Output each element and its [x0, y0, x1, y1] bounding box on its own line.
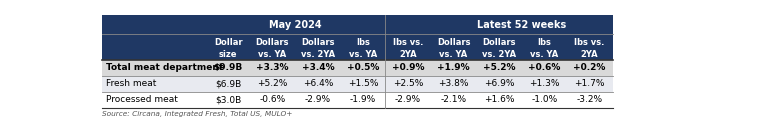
Text: Source: Circana, Integrated Fresh, Total US, MULO+: Source: Circana, Integrated Fresh, Total…	[102, 111, 292, 117]
Text: Dollars: Dollars	[483, 38, 516, 47]
Text: -0.6%: -0.6%	[259, 95, 285, 104]
Text: Dollars: Dollars	[301, 38, 335, 47]
Text: +3.4%: +3.4%	[302, 63, 334, 72]
Text: -2.9%: -2.9%	[305, 95, 331, 104]
Text: May 2024: May 2024	[269, 20, 322, 30]
Text: lbs vs.: lbs vs.	[392, 38, 423, 47]
Text: lbs: lbs	[356, 38, 370, 47]
Text: 2YA: 2YA	[399, 50, 417, 59]
Text: +3.3%: +3.3%	[256, 63, 289, 72]
Text: +1.7%: +1.7%	[574, 79, 605, 88]
Bar	[102, 60, 612, 76]
Text: +0.5%: +0.5%	[346, 63, 379, 72]
Text: vs. 2YA: vs. 2YA	[301, 50, 335, 59]
Text: +1.6%: +1.6%	[484, 95, 515, 104]
Text: vs. 2YA: vs. 2YA	[482, 50, 516, 59]
Bar	[102, 34, 612, 60]
Text: $9.9B: $9.9B	[214, 63, 243, 72]
Text: vs. YA: vs. YA	[349, 50, 377, 59]
Text: -1.9%: -1.9%	[349, 95, 376, 104]
Text: +1.3%: +1.3%	[529, 79, 559, 88]
Bar	[102, 76, 612, 92]
Text: +6.9%: +6.9%	[484, 79, 515, 88]
Text: $6.9B: $6.9B	[215, 79, 241, 88]
Text: -2.1%: -2.1%	[441, 95, 466, 104]
Text: +0.6%: +0.6%	[528, 63, 560, 72]
Text: +1.5%: +1.5%	[348, 79, 378, 88]
Text: 2YA: 2YA	[580, 50, 598, 59]
Text: -2.9%: -2.9%	[395, 95, 421, 104]
Text: +2.5%: +2.5%	[392, 79, 423, 88]
Text: Total meat department: Total meat department	[106, 63, 223, 72]
Text: Dollar: Dollar	[214, 38, 243, 47]
Text: +5.2%: +5.2%	[483, 63, 516, 72]
Text: vs. YA: vs. YA	[258, 50, 286, 59]
Text: +3.8%: +3.8%	[438, 79, 469, 88]
Text: $3.0B: $3.0B	[215, 95, 241, 104]
Text: -1.0%: -1.0%	[531, 95, 558, 104]
Bar	[102, 92, 612, 108]
Text: +5.2%: +5.2%	[257, 79, 287, 88]
Text: lbs vs.: lbs vs.	[574, 38, 605, 47]
Text: vs. YA: vs. YA	[530, 50, 558, 59]
Bar	[102, 15, 612, 34]
Text: +0.2%: +0.2%	[573, 63, 605, 72]
Text: -3.2%: -3.2%	[576, 95, 602, 104]
Text: Dollars: Dollars	[437, 38, 470, 47]
Text: Processed meat: Processed meat	[106, 95, 178, 104]
Text: Latest 52 weeks: Latest 52 weeks	[477, 20, 566, 30]
Text: lbs: lbs	[537, 38, 551, 47]
Text: +1.9%: +1.9%	[438, 63, 470, 72]
Text: +0.9%: +0.9%	[392, 63, 424, 72]
Text: vs. YA: vs. YA	[439, 50, 468, 59]
Text: size: size	[219, 50, 237, 59]
Text: +6.4%: +6.4%	[303, 79, 333, 88]
Text: Fresh meat: Fresh meat	[106, 79, 156, 88]
Text: Dollars: Dollars	[256, 38, 289, 47]
